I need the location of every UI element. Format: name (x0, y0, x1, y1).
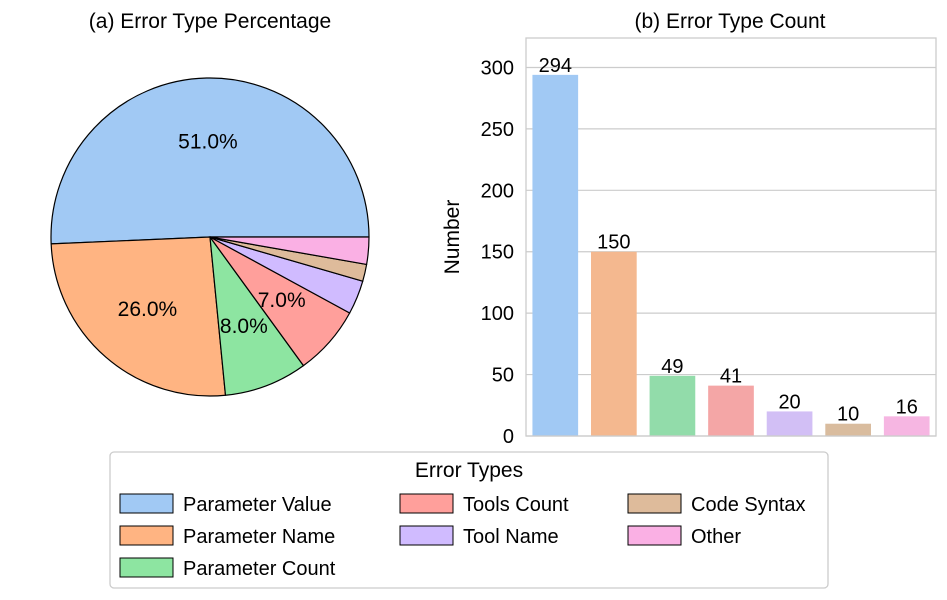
legend-swatch-parameter-name (119, 525, 174, 546)
bar-value-label: 41 (720, 366, 742, 388)
legend-label-parameter-value: Parameter Value (183, 494, 332, 516)
legend-label-parameter-count: Parameter Count (183, 558, 336, 580)
legend-box (109, 451, 829, 589)
pie-label-parameter-value: 51.0% (178, 131, 238, 154)
pie-title: (a) Error Type Percentage (89, 10, 331, 33)
y-axis-label: Number (441, 200, 464, 275)
legend-label-other: Other (691, 526, 741, 548)
bar-value-label: 16 (896, 396, 918, 418)
bar-tool-name (766, 411, 813, 436)
pie-chart: (a) Error Type Percentage 51.0% 26.0% 8.0%… (50, 10, 370, 397)
legend-swatch-parameter-value (119, 493, 174, 514)
bar-title: (b) Error Type Count (634, 10, 825, 33)
bar-chart: (b) Error Type Count 050100150200250300 … (441, 10, 937, 448)
y-tick-label: 0 (503, 426, 514, 448)
pie-slice-parameter-name (50, 236, 227, 397)
bar-value-label: 49 (661, 356, 683, 378)
bar-code-syntax (825, 423, 871, 436)
legend-title: Error Types (415, 459, 523, 482)
bar-parameter-name (591, 251, 637, 436)
bar-value-label: 150 (597, 232, 630, 254)
bar-value-label: 20 (778, 391, 800, 413)
pie-label-tools-count: 7.0% (258, 289, 306, 312)
bar-value-label: 10 (837, 404, 859, 426)
bar-parameter-value (532, 74, 579, 436)
legend-swatch-tools-count (399, 493, 454, 514)
legend-label-code-syntax: Code Syntax (691, 494, 806, 516)
legend-swatch-other (627, 525, 682, 546)
y-tick-label: 250 (481, 119, 514, 141)
legend-label-tools-count: Tools Count (463, 494, 569, 516)
legend-label-tool-name: Tool Name (463, 526, 559, 548)
legend-swatch-tool-name (399, 525, 454, 546)
legend-swatch-parameter-count (119, 557, 174, 578)
y-tick-label: 150 (481, 242, 514, 264)
y-tick-label: 300 (481, 57, 514, 79)
bar-parameter-count (649, 375, 696, 436)
y-tick-label: 100 (481, 303, 514, 325)
pie-label-parameter-count: 8.0% (220, 315, 268, 338)
bar-tools-count (708, 385, 754, 436)
bar-value-label: 294 (539, 55, 572, 77)
pie-slice-parameter-count (209, 236, 305, 396)
legend-swatch-code-syntax (627, 493, 682, 514)
y-tick-label: 200 (481, 180, 514, 202)
legend: Error Types Parameter Value Parameter Nam… (109, 451, 829, 589)
pie-slice-parameter-value (50, 77, 370, 245)
bar-other (883, 416, 930, 436)
pie-slice-other (209, 236, 370, 266)
legend-label-parameter-name: Parameter Name (183, 526, 335, 548)
y-tick-label: 50 (492, 365, 514, 387)
pie-label-parameter-name: 26.0% (118, 298, 178, 321)
bar-plot-frame (525, 37, 937, 437)
